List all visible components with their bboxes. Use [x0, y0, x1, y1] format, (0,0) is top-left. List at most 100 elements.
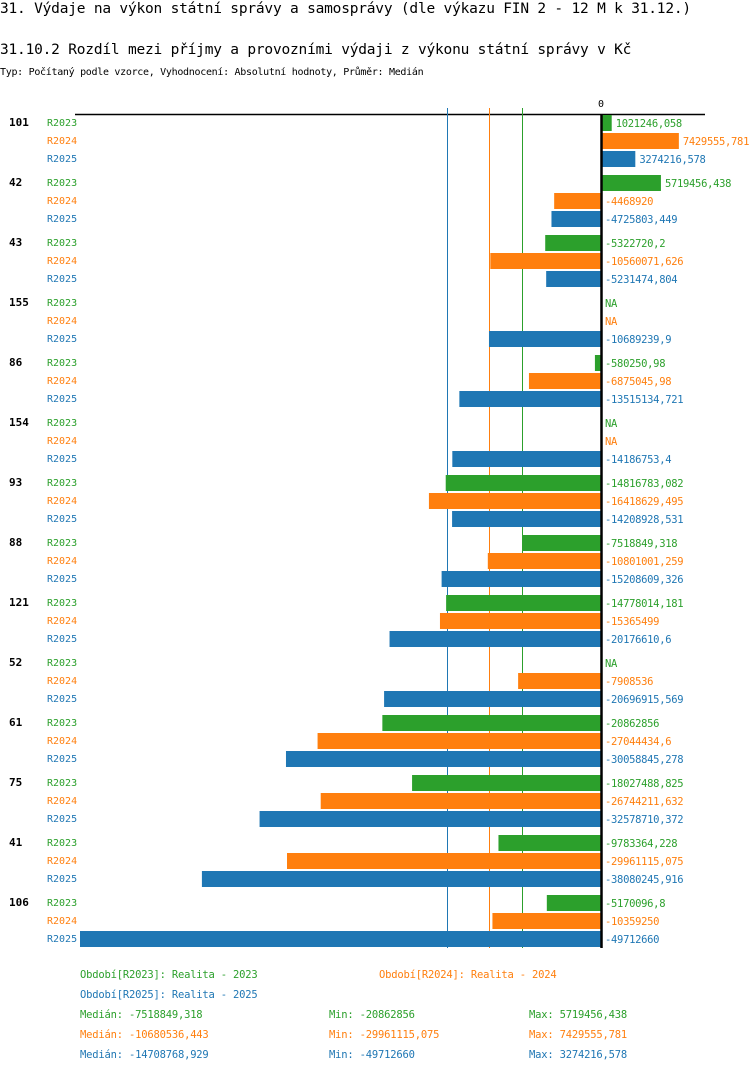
bar-r2023	[594, 355, 601, 371]
data-label: -15208609,326	[605, 574, 683, 586]
bar-r2025	[488, 331, 601, 347]
data-label: -5170096,8	[605, 898, 665, 910]
data-label: -6875045,98	[605, 376, 671, 388]
series-label: R2024	[47, 436, 77, 447]
bar-r2025	[285, 751, 601, 767]
group-label: 43	[9, 236, 22, 249]
data-label: -7518849,318	[605, 538, 677, 550]
series-label: R2023	[47, 478, 77, 489]
bar-r2023	[446, 595, 601, 611]
group-label: 75	[9, 776, 22, 789]
group-label: 106	[9, 896, 29, 909]
data-label: -10801001,259	[605, 556, 683, 568]
series-label: R2023	[47, 118, 77, 129]
series-label: R2025	[47, 814, 77, 825]
series-label: R2023	[47, 418, 77, 429]
series-label: R2025	[47, 934, 77, 945]
series-label: R2025	[47, 634, 77, 645]
series-label: R2023	[47, 298, 77, 309]
legend-r2024: Období[R2024]: Realita - 2024	[379, 969, 557, 981]
bar-r2024	[487, 553, 601, 569]
bar-r2024	[601, 133, 679, 149]
data-label: 7429555,781	[683, 136, 749, 148]
bar-r2024	[528, 373, 601, 389]
data-label: 1021246,058	[616, 118, 682, 130]
series-label: R2024	[47, 316, 77, 327]
bar-chart: 0 101 R2023 1021246,058 R2024 7429555,781 R202…	[9, 99, 749, 948]
bar-r2023	[498, 835, 601, 851]
bar-r2024	[490, 253, 601, 269]
zero-tick-label: 0	[598, 99, 604, 110]
series-label: R2024	[47, 376, 77, 387]
group-label: 121	[9, 596, 29, 609]
group-label: 155	[9, 296, 29, 309]
data-label: 5719456,438	[665, 178, 731, 190]
data-label: -580250,98	[605, 358, 665, 370]
bar-r2023	[601, 175, 661, 191]
series-label: R2024	[47, 916, 77, 927]
bar-r2025	[201, 871, 602, 887]
series-label: R2023	[47, 898, 77, 909]
group-label: 88	[9, 536, 22, 549]
data-label: -14208928,531	[605, 514, 683, 526]
series-label: R2023	[47, 238, 77, 249]
bar-r2025	[546, 271, 601, 287]
group-label: 101	[9, 116, 29, 129]
bar-r2024	[518, 673, 601, 689]
series-label: R2025	[47, 874, 77, 885]
legend-r2023: Období[R2023]: Realita - 2023	[80, 969, 258, 981]
group-label: 41	[9, 836, 23, 849]
bar-r2023	[382, 715, 601, 731]
bar-r2025	[452, 451, 601, 467]
group-label: 86	[9, 356, 23, 369]
median-r2025: Medián: -14708768,929	[80, 1049, 209, 1061]
min-r2023: Min: -20862856	[329, 1009, 415, 1021]
data-label: -27044434,6	[605, 736, 671, 748]
data-label: -29961115,075	[605, 856, 683, 868]
series-label: R2025	[47, 754, 77, 765]
bar-r2024	[492, 913, 601, 929]
bar-r2024	[439, 613, 601, 629]
data-label: -26744211,632	[605, 796, 683, 808]
series-label: R2024	[47, 736, 77, 747]
data-label: -15365499	[605, 616, 659, 628]
series-label: R2025	[47, 334, 77, 345]
legend-r2025: Období[R2025]: Realita - 2025	[80, 989, 258, 1001]
bar-r2023	[412, 775, 601, 791]
data-label: -10560071,626	[605, 256, 683, 268]
data-label: -14816783,082	[605, 478, 683, 490]
data-label: -49712660	[605, 934, 659, 946]
bar-r2025	[459, 391, 601, 407]
bar-r2023	[546, 895, 601, 911]
data-label: -20696915,569	[605, 694, 683, 706]
bar-r2025	[259, 811, 601, 827]
series-label: R2024	[47, 616, 77, 627]
data-label: -14186753,4	[605, 454, 671, 466]
series-label: R2023	[47, 838, 77, 849]
bar-r2023	[445, 475, 601, 491]
data-label: -9783364,228	[605, 838, 677, 850]
series-label: R2023	[47, 178, 77, 189]
data-label: -10359250	[605, 916, 659, 928]
data-label: -4468920	[605, 196, 653, 208]
bar-r2025	[80, 931, 601, 947]
bar-r2024	[320, 793, 601, 809]
bar-r2023	[545, 235, 601, 251]
group-label: 52	[9, 656, 22, 669]
series-label: R2024	[47, 676, 77, 687]
series-label: R2025	[47, 694, 77, 705]
series-label: R2023	[47, 658, 77, 669]
series-label: R2023	[47, 598, 77, 609]
data-label: NA	[605, 298, 618, 310]
data-label: -38080245,916	[605, 874, 683, 886]
data-label: -10689239,9	[605, 334, 671, 346]
group-label: 42	[9, 176, 22, 189]
bar-r2025	[441, 571, 601, 587]
series-label: R2025	[47, 274, 77, 285]
chart-info: Typ: Počítaný podle vzorce, Vyhodnocení:…	[0, 67, 424, 78]
group-label: 93	[9, 476, 22, 489]
bar-r2025	[551, 211, 601, 227]
series-label: R2025	[47, 574, 77, 585]
series-label: R2024	[47, 256, 77, 267]
bar-r2024	[554, 193, 601, 209]
